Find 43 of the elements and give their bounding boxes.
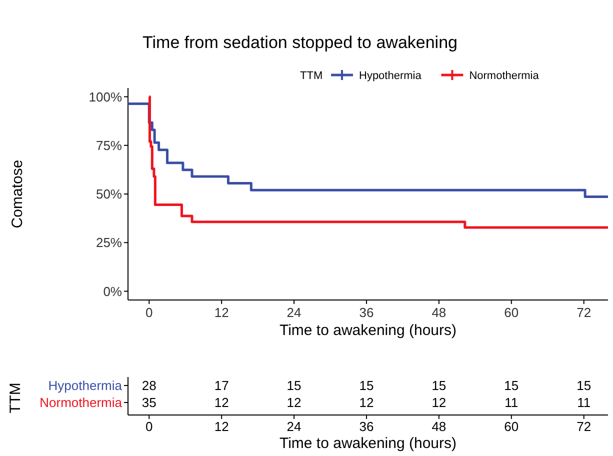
y-tick-label: Hypothermia <box>48 378 123 394</box>
y-axis-title: TTM <box>7 382 24 414</box>
legend-label: Hypothermia <box>359 70 422 82</box>
x-tick-label: 72 <box>576 305 592 320</box>
data-label: 15 <box>576 378 592 394</box>
data-label: 15 <box>359 378 374 394</box>
data-label: 12 <box>359 395 374 410</box>
x-tick-label: 60 <box>504 419 519 434</box>
chart-title: Time from sedation stopped to awakening <box>142 33 458 52</box>
y-tick-label: 100% <box>88 89 122 104</box>
x-tick-label: 0 <box>146 419 153 434</box>
y-tick-label: 50% <box>96 186 122 202</box>
x-tick-label: 48 <box>432 419 446 434</box>
x-tick-label: 24 <box>286 305 302 320</box>
x-tick-label: 24 <box>286 419 302 434</box>
data-label: 12 <box>214 395 229 410</box>
x-tick-label: 12 <box>214 419 229 434</box>
data-label: 28 <box>142 378 156 394</box>
x-tick-label: 60 <box>504 305 519 320</box>
legend-title: TTM <box>300 70 323 82</box>
data-label: 15 <box>504 378 519 394</box>
y-axis-title: Comatose <box>9 160 26 228</box>
data-label: 11 <box>577 395 591 410</box>
x-tick-label: 72 <box>576 419 592 434</box>
x-axis-title: Time to awakening (hours) <box>279 435 457 452</box>
y-tick-label: 75% <box>96 138 122 153</box>
data-label: 15 <box>432 378 446 394</box>
x-tick-label: 48 <box>432 305 446 320</box>
y-tick-label: 0% <box>103 284 122 299</box>
x-axis-title: Time to awakening (hours) <box>279 322 457 339</box>
y-tick-label: Normothermia <box>40 395 123 410</box>
x-tick-label: 12 <box>214 305 229 320</box>
y-tick-label: 25% <box>96 235 122 250</box>
data-label: 11 <box>504 395 518 410</box>
data-label: 17 <box>214 378 229 394</box>
data-label: 12 <box>286 395 302 410</box>
data-label: 15 <box>286 378 302 394</box>
x-tick-label: 36 <box>359 305 374 320</box>
x-tick-label: 36 <box>359 419 374 434</box>
x-tick-label: 0 <box>146 305 153 320</box>
legend-label: Normothermia <box>469 70 540 82</box>
data-label: 12 <box>432 395 446 410</box>
data-label: 35 <box>142 395 156 410</box>
